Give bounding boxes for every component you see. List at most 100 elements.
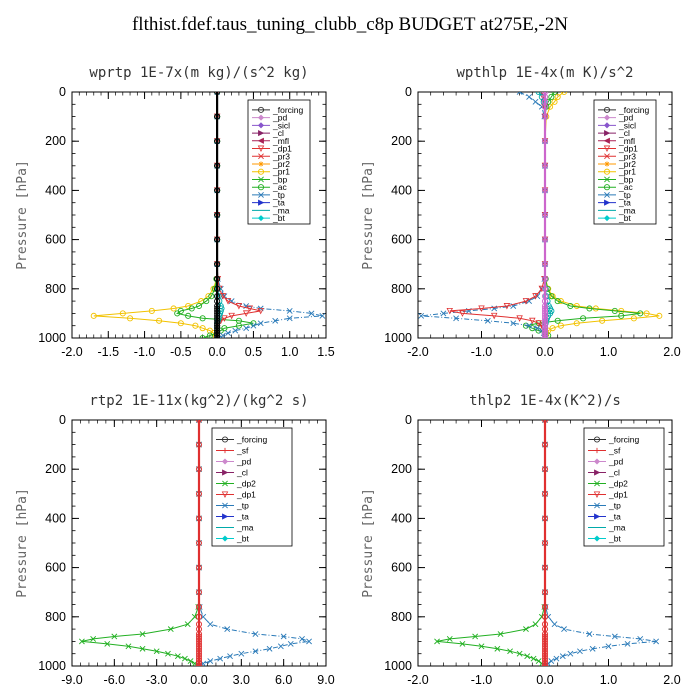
y-tick-label: 800 [45,282,66,296]
y-tick-label: 400 [391,511,412,525]
y-tick-label: 400 [391,183,412,197]
data-point-_forcing [541,236,549,243]
data-point-_pr1 [90,312,97,319]
data-point-_forcing [214,236,221,243]
legend-marker-_pr1 [257,168,265,175]
x-tick-label: -1.0 [471,345,493,359]
data-point-_forcing [195,466,203,473]
data-point-_ac [185,312,192,319]
data-point-_dp2 [181,655,188,662]
legend-marker-_dp2 [222,480,228,487]
data-point-_dp1 [490,312,498,320]
data-point-_dp2 [535,658,542,664]
data-point-_tp [257,320,264,327]
y-tick-label: 1000 [38,659,66,673]
data-point-_ma [535,92,542,96]
legend-marker-_cl [222,469,229,476]
legend-label-_bt: _bt [272,213,285,223]
x-tick-label: -0.5 [170,345,192,359]
data-point-_forcing [214,211,221,219]
data-point-_forcing [541,162,549,169]
legend-label-_tp: _tp [272,190,285,200]
legend-marker-_forcing [221,436,229,443]
y-tick-label: 600 [391,233,412,247]
data-point-_forcing [214,113,221,120]
y-tick-label: 1000 [38,331,66,345]
data-point-_pr1 [573,320,580,327]
data-point-_ac [529,325,536,332]
legend-label-_pr2: _pr2 [272,159,290,169]
legend-label-_ta: _ta [236,512,249,522]
data-point-_forcing [541,285,549,292]
legend-label-_pr1: _pr1 [272,167,290,177]
x-tick-label: 1.0 [600,345,617,359]
x-tick-label: 1.0 [600,673,617,687]
legend-box-rtp2 [211,427,293,547]
data-point-_dp2 [434,638,440,645]
data-point-_ac [611,307,618,314]
data-point-_tp [453,315,460,322]
legend-marker-_ta [222,513,229,520]
data-point-_pr1 [156,317,163,324]
legend-label-_pd: _pd [618,113,633,123]
data-point-_tp [516,92,523,95]
data-point-_tp [510,320,517,327]
data-point-_tp [534,325,541,332]
data-point-_dp1 [246,305,254,312]
data-point-_forcing [214,138,221,145]
data-point-_ac [580,315,587,322]
y-tick-label: 200 [391,134,412,148]
y-axis-label: Pressure [hPa] [361,488,376,598]
x-tick-label: -1.0 [471,673,493,687]
data-point-_tp [319,312,326,319]
x-tick-label: 2.0 [663,673,680,687]
data-point-_ac [195,302,203,310]
legend-label-_cl: _cl [608,468,620,478]
figure-title: flthist.fdef.taus_tuning_clubb_c8p BUDGE… [131,14,569,35]
data-point-_ac [208,293,215,300]
data-point-_forcing [195,589,203,596]
data-point-_forcing [214,162,221,169]
x-tick-label: 6.0 [275,673,292,687]
legend-marker-_pd [593,458,601,465]
data-point-_ac [637,310,644,317]
y-tick-label: 800 [391,282,412,296]
data-point-_dp2 [167,626,174,633]
y-tick-label: 200 [45,462,66,476]
y-tick-label: 0 [405,85,412,99]
data-point-_forcing [195,662,203,666]
data-point-_dp2 [78,638,85,645]
data-point-_tp [306,638,312,645]
data-point-_ac [567,302,574,310]
legend-label-_bt: _bt [618,213,631,223]
legend-marker-_cl [604,129,611,137]
legend-label-_dp2: _dp2 [608,479,628,489]
data-point-_forcing [541,490,549,497]
data-point-_tp [611,633,618,640]
data-point-_ac [554,298,561,305]
data-point-_dp1 [459,310,466,317]
y-axis-label: Pressure [hPa] [15,488,30,598]
data-point-_tp [280,633,287,640]
data-point-_forcing [541,564,549,571]
data-point-_forcing [541,261,549,268]
data-point-_ac [199,315,206,322]
legend-marker-_pr2 [258,161,264,167]
data-point-_tp [224,626,231,633]
data-point-_tp [252,631,259,637]
data-point-_tp [440,310,447,317]
y-tick-label: 800 [45,610,66,624]
data-point-_ac [551,92,558,96]
y-tick-label: 200 [45,134,66,148]
data-point-_dp2 [184,621,191,628]
legend-label-_ma: _ma [236,523,254,533]
data-point-_pr1 [192,322,199,329]
legend-label-_forcing: _forcing [272,105,304,115]
data-point-_tp [526,298,533,305]
data-point-_forcing [214,334,221,338]
data-point-_tp [548,658,555,664]
data-point-_tp [559,653,566,660]
data-point-_pr1 [599,317,606,324]
x-tick-label: -2.0 [407,673,429,687]
y-tick-label: 600 [45,233,66,247]
